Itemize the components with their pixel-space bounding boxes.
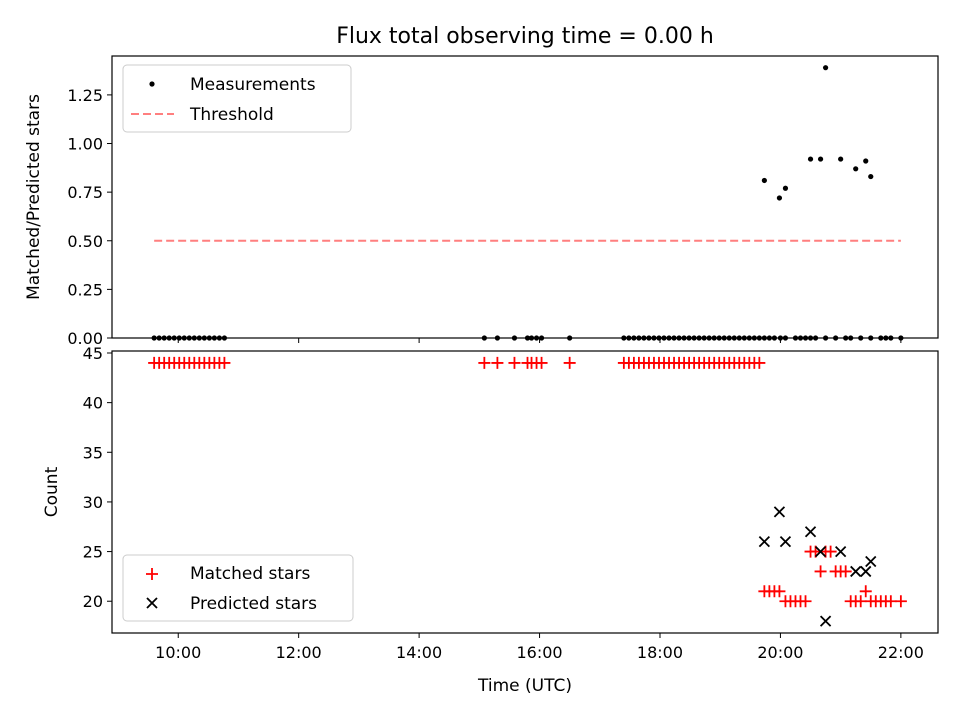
top-y-tick-label: 1.00 [67, 135, 103, 154]
bottom-y-tick-label: 25 [83, 543, 103, 562]
x-axis-label: Time (UTC) [477, 676, 572, 696]
measurement-point [868, 173, 874, 180]
matched-star-point [824, 545, 837, 558]
predicted-star-point [860, 565, 872, 578]
matched-star-point [773, 585, 786, 598]
matched-star-point [894, 595, 907, 608]
top-y-tick-label: 0.25 [67, 280, 103, 299]
legend-measurements-label: Measurements [190, 75, 316, 95]
matched-star-point [814, 565, 827, 578]
measurement-point [838, 156, 844, 162]
predicted-star-point [835, 545, 847, 558]
measurement-point [807, 156, 814, 162]
predicted-star-point [865, 555, 877, 568]
top-y-tick-label: 0.00 [67, 329, 103, 348]
measurement-point [782, 185, 789, 191]
matched-star-point [535, 356, 548, 369]
matched-star-point [563, 356, 576, 369]
matched-star-point [884, 595, 897, 608]
matched-star-point [753, 356, 766, 369]
matched-star-point [854, 595, 867, 608]
matched-star-point [491, 356, 504, 369]
bottom-y-tick-label: 40 [83, 394, 103, 413]
x-tick-label: 20:00 [757, 643, 803, 662]
predicted-star-point [758, 536, 771, 548]
bottom-y-tick-label: 45 [83, 344, 103, 363]
top-y-tick-label: 1.25 [67, 86, 103, 105]
matched-star-point [478, 356, 491, 369]
top-y-tick-label: 0.50 [67, 232, 103, 251]
top-y-tick-label: 0.75 [67, 183, 103, 202]
bottom-y-tick-label: 30 [83, 493, 103, 512]
matched-star-point [859, 585, 872, 598]
predicted-star-point [850, 565, 862, 578]
top-axes-frame [111, 55, 939, 339]
x-tick-label: 22:00 [878, 643, 924, 662]
x-tick-label: 10:00 [155, 643, 201, 662]
predicted-star-point [773, 506, 786, 518]
matched-star-point [799, 595, 812, 608]
predicted-star-point [819, 615, 832, 627]
chart-title: Flux total observing time = 0.00 h [336, 24, 714, 49]
bottom-legend: Matched stars Predicted stars [122, 554, 354, 622]
top-y-axis-label: Matched/Predicted stars [24, 94, 44, 300]
legend-predicted-marker [146, 597, 158, 609]
matched-star-point [218, 356, 231, 369]
bottom-axes-frame [111, 350, 939, 634]
legend-matched-label: Matched stars [190, 564, 310, 584]
top-legend: Measurements Threshold [122, 64, 352, 133]
predicted-star-point [804, 526, 817, 538]
measurement-point [853, 166, 859, 172]
x-tick-label: 18:00 [637, 643, 683, 662]
measurement-point [863, 158, 869, 164]
bottom-panel: 20 25 30 35 40 45 10:00 12:00 14:00 16:00 18:00 20… [42, 338, 939, 696]
predicted-star-point [814, 545, 827, 558]
measurement-point [817, 156, 824, 162]
bottom-y-axis-label: Count [42, 466, 62, 517]
predicted-star-point [779, 536, 792, 548]
x-tick-label: 12:00 [276, 643, 322, 662]
measurement-point [822, 65, 829, 71]
legend-predicted-label: Predicted stars [190, 594, 317, 614]
measurement-point [776, 195, 783, 201]
matched-star-point [839, 565, 852, 578]
measurement-point [761, 177, 767, 184]
legend-measurements-marker [149, 81, 155, 87]
matched-star-point [508, 356, 521, 369]
bottom-y-tick-label: 20 [83, 592, 103, 611]
top-panel: 0.00 0.25 0.50 0.75 1.00 1.25 Matched/Predict… [24, 55, 939, 348]
x-tick-label: 16:00 [516, 643, 562, 662]
bottom-y-tick-label: 35 [83, 443, 103, 462]
legend-matched-marker [146, 568, 158, 580]
legend-threshold-label: Threshold [189, 105, 274, 125]
x-tick-label: 14:00 [396, 643, 442, 662]
